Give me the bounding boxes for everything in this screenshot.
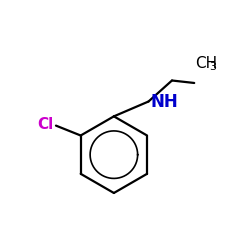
Text: CH: CH: [196, 56, 218, 70]
Text: Cl: Cl: [37, 117, 54, 132]
Text: 3: 3: [209, 62, 216, 72]
Text: NH: NH: [151, 92, 179, 110]
